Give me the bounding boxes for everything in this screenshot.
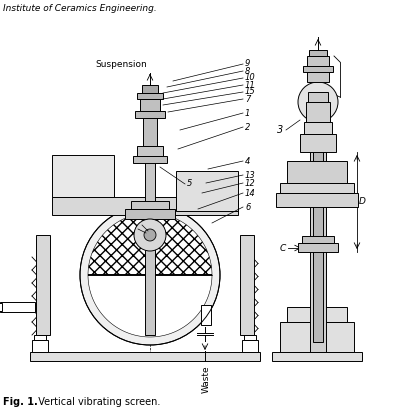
Text: 14: 14 — [245, 189, 256, 197]
Bar — [52, 155, 114, 197]
Text: 6: 6 — [245, 202, 250, 212]
Bar — [242, 340, 258, 352]
Bar — [302, 236, 334, 243]
Bar — [313, 152, 323, 342]
Bar — [133, 156, 167, 163]
Text: 7: 7 — [245, 95, 250, 103]
Text: 10: 10 — [245, 73, 256, 83]
Bar — [307, 72, 329, 82]
Bar — [0, 302, 35, 312]
Text: 3: 3 — [277, 125, 283, 135]
Bar — [287, 307, 347, 322]
Text: 2: 2 — [245, 122, 250, 132]
Bar — [280, 183, 354, 193]
Text: 9: 9 — [245, 59, 250, 68]
Bar — [32, 340, 48, 352]
Bar — [145, 105, 155, 335]
Bar — [36, 235, 50, 335]
Bar — [310, 152, 326, 352]
Bar — [303, 66, 333, 72]
Bar — [176, 171, 238, 211]
Bar — [306, 102, 330, 122]
Circle shape — [144, 229, 156, 241]
Bar — [298, 243, 338, 252]
Bar — [143, 118, 157, 146]
Bar — [137, 93, 163, 99]
Text: Suspension: Suspension — [95, 60, 147, 69]
Text: 12: 12 — [245, 178, 256, 187]
Text: 4: 4 — [245, 157, 250, 166]
Bar — [287, 161, 347, 183]
Circle shape — [298, 82, 338, 122]
Text: Vertical vibrating screen.: Vertical vibrating screen. — [32, 397, 160, 407]
Bar — [276, 193, 358, 207]
Text: C: C — [280, 243, 286, 253]
Polygon shape — [88, 213, 212, 275]
Text: Institute of Ceramics Engineering.: Institute of Ceramics Engineering. — [3, 4, 157, 13]
Bar — [240, 235, 254, 335]
Bar — [34, 335, 46, 340]
Bar — [272, 352, 362, 361]
Bar — [0, 303, 2, 311]
Bar — [309, 50, 327, 56]
Text: Fig. 1.: Fig. 1. — [3, 397, 38, 407]
Text: 15: 15 — [245, 88, 256, 96]
Circle shape — [134, 219, 166, 251]
Text: 1: 1 — [245, 109, 250, 117]
Bar — [135, 111, 165, 118]
Bar — [308, 92, 328, 102]
Text: 8: 8 — [245, 67, 250, 75]
Bar — [244, 335, 256, 340]
Text: 13: 13 — [245, 171, 256, 179]
Bar — [30, 352, 260, 361]
Bar — [300, 134, 336, 152]
Text: D: D — [359, 197, 366, 207]
Bar — [307, 56, 329, 66]
Circle shape — [80, 205, 220, 345]
Polygon shape — [88, 275, 212, 337]
Bar — [52, 197, 238, 215]
Bar — [125, 209, 175, 219]
Bar — [131, 201, 169, 209]
Bar — [137, 146, 163, 156]
Bar — [201, 305, 211, 325]
Bar — [142, 85, 158, 93]
Bar — [304, 122, 332, 134]
Text: Waste: Waste — [201, 365, 211, 393]
Bar — [280, 322, 354, 352]
Text: 11: 11 — [245, 80, 256, 90]
Text: 5: 5 — [187, 179, 192, 189]
Bar — [140, 99, 160, 111]
